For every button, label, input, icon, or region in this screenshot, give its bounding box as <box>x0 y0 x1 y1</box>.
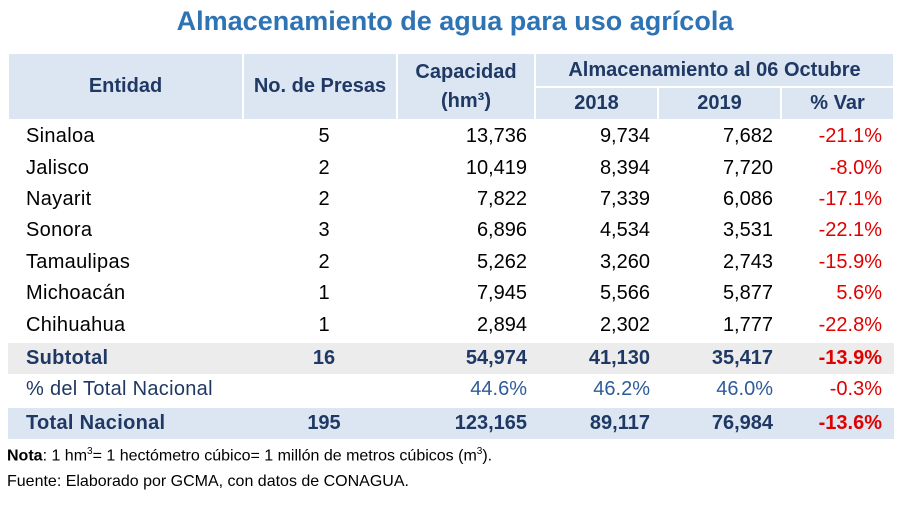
header-2018: 2018 <box>534 86 659 121</box>
note: Nota: 1 hm3= 1 hectómetro cúbico= 1 mill… <box>7 446 492 465</box>
cell-entidad: Sinaloa <box>26 125 95 148</box>
cell-presas: 195 <box>243 405 397 439</box>
cell-y2019: 1,777 <box>722 313 773 336</box>
note-text-a: : 1 hm <box>42 447 88 465</box>
header-almacenamiento: Almacenamiento al 06 Octubre <box>534 52 895 88</box>
pct-nacional-row: % del Total Nacional 44.6% 46.2% 46.0% -0.3% <box>8 374 894 406</box>
cell-capacidad: 2,894 <box>476 313 527 336</box>
header-entidad: Entidad <box>7 52 244 121</box>
cell-y2018: 2,302 <box>599 313 650 336</box>
cell-y2019: 3,531 <box>722 219 773 242</box>
header-2019: 2019 <box>657 86 782 121</box>
table-row: Tamaulipas 2 5,262 3,260 2,743 -15.9% <box>8 247 894 278</box>
cell-presas: 2 <box>318 187 330 210</box>
cell-capacidad: 7,822 <box>476 187 527 210</box>
cell-y2018: 7,339 <box>599 187 650 210</box>
subtotal-row: Subtotal 16 54,974 41,130 35,417 -13.9% <box>8 340 894 375</box>
cell-var: -17.1% <box>818 187 882 210</box>
cell-y2018: 46.2% <box>593 378 650 401</box>
cell-entidad: Jalisco <box>26 156 90 179</box>
cell-var: -22.8% <box>818 313 882 336</box>
cell-entidad: Michoacán <box>26 282 126 305</box>
cell-capacidad: 10,419 <box>465 156 527 179</box>
cell-entidad: Subtotal <box>8 340 243 375</box>
note-label: Nota <box>7 447 43 465</box>
cell-entidad: Total Nacional <box>8 405 243 439</box>
cell-presas <box>243 374 397 406</box>
cell-y2018: 4,534 <box>599 219 650 242</box>
cell-entidad: % del Total Nacional <box>26 378 213 401</box>
header-capacidad-unit: (hm³) <box>441 89 491 112</box>
table-title: Almacenamiento de agua para uso agrícola <box>176 6 734 36</box>
cell-capacidad: 6,896 <box>476 219 527 242</box>
cell-capacidad: 123,165 <box>397 405 535 439</box>
cell-entidad: Chihuahua <box>26 313 126 336</box>
table-row: Chihuahua 1 2,894 2,302 1,777 -22.8% <box>8 309 894 341</box>
cell-var: -22.1% <box>818 219 882 242</box>
cell-y2019: 2,743 <box>722 250 773 273</box>
cell-y2018: 9,734 <box>599 125 650 148</box>
total-nacional-row: Total Nacional 195 123,165 89,117 76,984 -13.… <box>8 405 894 439</box>
note-text-b: = 1 hectómetro cúbico= 1 millón de metro… <box>92 447 477 465</box>
table-row: Sonora 3 6,896 4,534 3,531 -22.1% <box>8 215 894 246</box>
cell-capacidad: 5,262 <box>476 250 527 273</box>
header-var: % Var <box>780 86 895 121</box>
cell-y2018: 89,117 <box>535 405 658 439</box>
note-text-c: ). <box>482 447 493 465</box>
cell-presas: 3 <box>318 219 330 242</box>
cell-presas: 2 <box>318 250 330 273</box>
cell-y2019: 7,720 <box>722 156 773 179</box>
cell-var: -21.1% <box>818 125 882 148</box>
cell-capacidad: 54,974 <box>397 340 535 375</box>
cell-presas: 16 <box>243 340 397 375</box>
source-note: Fuente: Elaborado por GCMA, con datos de… <box>7 473 409 490</box>
cell-entidad: Nayarit <box>26 187 92 210</box>
table-row: Nayarit 2 7,822 7,339 6,086 -17.1% <box>8 184 894 215</box>
header-presas: No. de Presas <box>242 52 398 121</box>
cell-var: -13.9% <box>781 340 894 375</box>
table-row: Jalisco 2 10,419 8,394 7,720 -8.0% <box>8 152 894 183</box>
cell-var: -13.6% <box>781 405 894 439</box>
cell-presas: 1 <box>318 313 330 336</box>
cell-y2019: 46.0% <box>716 378 773 401</box>
cell-y2019: 6,086 <box>722 187 773 210</box>
cell-presas: 2 <box>318 156 330 179</box>
cell-entidad: Sonora <box>26 219 93 242</box>
cell-y2019: 35,417 <box>658 340 781 375</box>
note-sup-a: 3 <box>87 446 93 457</box>
header-capacidad-label: Capacidad <box>415 60 517 83</box>
cell-y2019: 7,682 <box>722 125 773 148</box>
cell-var: 5.6% <box>836 282 882 305</box>
cell-presas: 5 <box>318 125 330 148</box>
cell-y2018: 41,130 <box>535 340 658 375</box>
data-table: Entidad No. de Presas Capacidad (hm³) Al… <box>7 52 895 439</box>
table-row: Sinaloa 5 13,736 9,734 7,682 -21.1% <box>8 120 894 152</box>
cell-entidad: Tamaulipas <box>26 250 131 273</box>
cell-y2019: 76,984 <box>658 405 781 439</box>
cell-var: -8.0% <box>829 156 882 179</box>
table-row: Michoacán 1 7,945 5,566 5,877 5.6% <box>8 278 894 309</box>
cell-capacidad: 7,945 <box>476 282 527 305</box>
table-body: Sinaloa 5 13,736 9,734 7,682 -21.1% Jalisco 2 10… <box>8 120 894 439</box>
cell-presas: 1 <box>318 282 330 305</box>
cell-capacidad: 13,736 <box>465 125 527 148</box>
cell-y2019: 5,877 <box>722 282 773 305</box>
cell-y2018: 3,260 <box>599 250 650 273</box>
cell-var: -15.9% <box>818 250 882 273</box>
cell-var: -0.3% <box>829 378 882 401</box>
cell-y2018: 8,394 <box>599 156 650 179</box>
cell-capacidad: 44.6% <box>470 378 527 401</box>
header-capacidad: Capacidad (hm³) <box>396 52 536 121</box>
note-sup-b: 3 <box>476 446 483 457</box>
cell-y2018: 5,566 <box>599 282 650 305</box>
